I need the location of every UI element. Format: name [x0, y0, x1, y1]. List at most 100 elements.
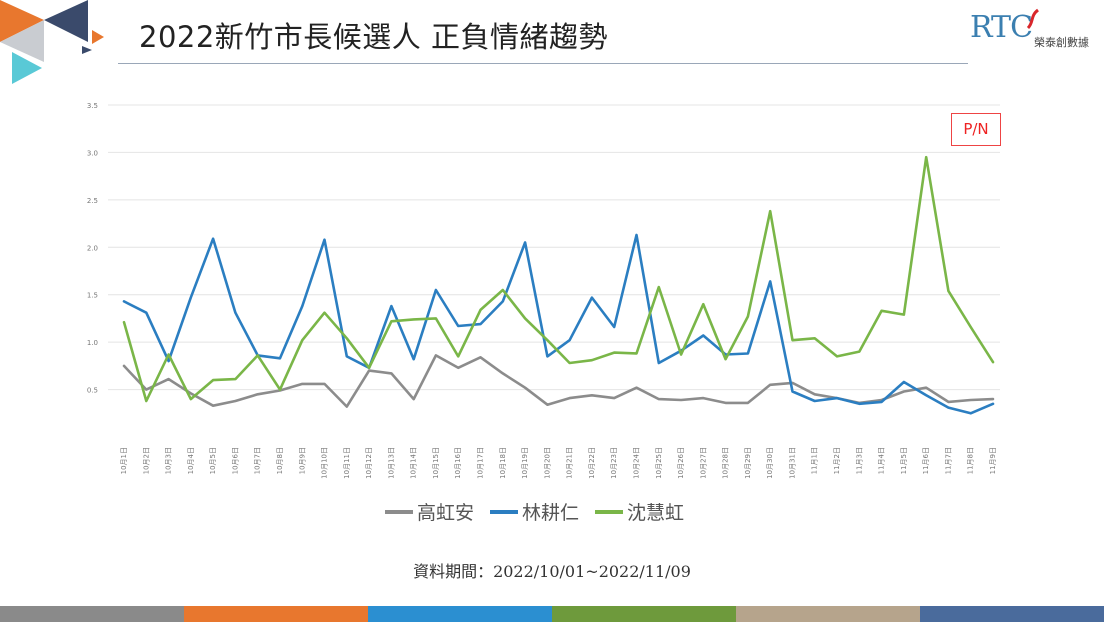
data-point: [747, 315, 749, 318]
data-point: [212, 404, 214, 407]
data-point: [791, 339, 794, 342]
x-tick-label: 10月19日: [521, 447, 529, 479]
data-point: [635, 386, 638, 389]
data-point: [167, 353, 170, 356]
data-point: [836, 397, 838, 399]
data-point: [457, 366, 460, 369]
legend-label: 沈慧虹: [627, 502, 685, 524]
footer-segment: [0, 606, 184, 622]
data-point: [747, 352, 749, 355]
y-tick-label: 3.0: [87, 149, 98, 157]
x-axis-ticks: 10月1日 10月2日 10月3日 10月4日 10月5日 10月6日 10月7日 10月8日…: [120, 447, 997, 479]
data-point: [501, 372, 504, 375]
legend-swatch: [385, 509, 413, 514]
x-tick-label: 10月18日: [499, 447, 507, 479]
title-divider: [118, 63, 968, 64]
data-point: [256, 354, 259, 357]
legend-swatch: [595, 509, 624, 514]
data-point: [947, 406, 950, 409]
data-point: [167, 378, 170, 380]
data-point: [702, 303, 705, 306]
y-axis-ticks: 0.5 1.0 1.5 2.0 2.5 3.0 3.5: [87, 102, 98, 395]
x-tick-label: 10月16日: [454, 447, 462, 479]
x-tick-label: 11月5日: [900, 447, 908, 474]
data-point: [925, 386, 927, 389]
corner-small-navy-triangle: [82, 46, 92, 54]
x-tick-label: 11月9日: [989, 447, 997, 474]
data-point: [813, 400, 816, 402]
y-tick-label: 1.5: [87, 292, 98, 300]
data-point: [234, 378, 237, 380]
series-line-2: [122, 155, 995, 403]
footer-segment: [736, 606, 920, 622]
data-point: [234, 400, 237, 402]
x-tick-label: 10月26日: [677, 447, 685, 479]
corner-small-orange-triangle: [92, 30, 104, 44]
x-tick-label: 10月20日: [543, 447, 551, 479]
data-point: [412, 358, 415, 361]
x-tick-label: 10月15日: [432, 447, 440, 479]
x-tick-label: 11月4日: [878, 447, 886, 474]
data-point: [279, 388, 281, 391]
corner-decoration: [0, 0, 104, 84]
legend-label: 林耕仁: [522, 502, 580, 524]
data-point: [524, 386, 526, 389]
data-point: [323, 383, 326, 385]
data-point: [568, 339, 571, 342]
data-point: [212, 379, 214, 381]
data-point: [969, 399, 972, 401]
data-point: [724, 358, 727, 361]
data-point: [479, 309, 482, 311]
legend-item: 林耕仁: [490, 498, 579, 525]
x-tick-label: 11月1日: [811, 447, 819, 474]
data-point: [167, 360, 170, 362]
data-point: [903, 381, 905, 383]
data-point: [301, 305, 304, 307]
x-tick-label: 10月5日: [209, 447, 217, 474]
data-point: [591, 394, 593, 397]
logo-wordmark: RTC: [970, 10, 1033, 45]
data-point: [546, 339, 549, 342]
x-tick-label: 10月25日: [655, 447, 663, 479]
data-point: [925, 156, 927, 158]
chart-grid: [108, 104, 1000, 391]
data-point: [680, 353, 682, 356]
x-tick-label: 10月9日: [298, 447, 306, 474]
legend-swatch: [490, 509, 519, 514]
data-point: [457, 325, 460, 327]
x-tick-label: 10月13日: [387, 447, 395, 479]
y-tick-label: 0.5: [87, 387, 98, 395]
x-tick-label: 10月6日: [231, 447, 239, 474]
data-point: [190, 398, 192, 400]
data-point: [457, 355, 460, 358]
data-point: [635, 352, 638, 355]
company-logo: RTC 榮泰創數據: [970, 8, 1100, 50]
x-tick-label: 10月31日: [788, 447, 796, 479]
data-point: [368, 369, 370, 372]
data-point: [546, 355, 549, 358]
x-tick-label: 10月4日: [187, 447, 195, 474]
data-point: [613, 351, 616, 354]
x-tick-label: 11月2日: [833, 447, 841, 474]
data-point: [390, 305, 393, 307]
data-point: [591, 296, 593, 299]
data-point: [702, 397, 705, 399]
corner-orange-triangle: [0, 0, 44, 42]
x-tick-label: 10月29日: [744, 447, 752, 479]
data-point: [858, 403, 861, 405]
y-tick-label: 1.0: [87, 339, 98, 347]
data-point: [212, 237, 214, 240]
data-point: [524, 241, 526, 244]
x-tick-label: 10月30日: [766, 447, 774, 479]
data-point: [524, 317, 526, 320]
data-point: [301, 383, 304, 385]
series-line-0: [122, 354, 995, 408]
data-point: [903, 313, 905, 316]
data-point: [702, 334, 705, 337]
x-tick-label: 11月8日: [967, 447, 975, 474]
data-point: [368, 366, 370, 369]
data-point: [546, 403, 549, 406]
x-tick-label: 10月10日: [321, 447, 329, 479]
corner-navy-triangle: [44, 0, 88, 42]
